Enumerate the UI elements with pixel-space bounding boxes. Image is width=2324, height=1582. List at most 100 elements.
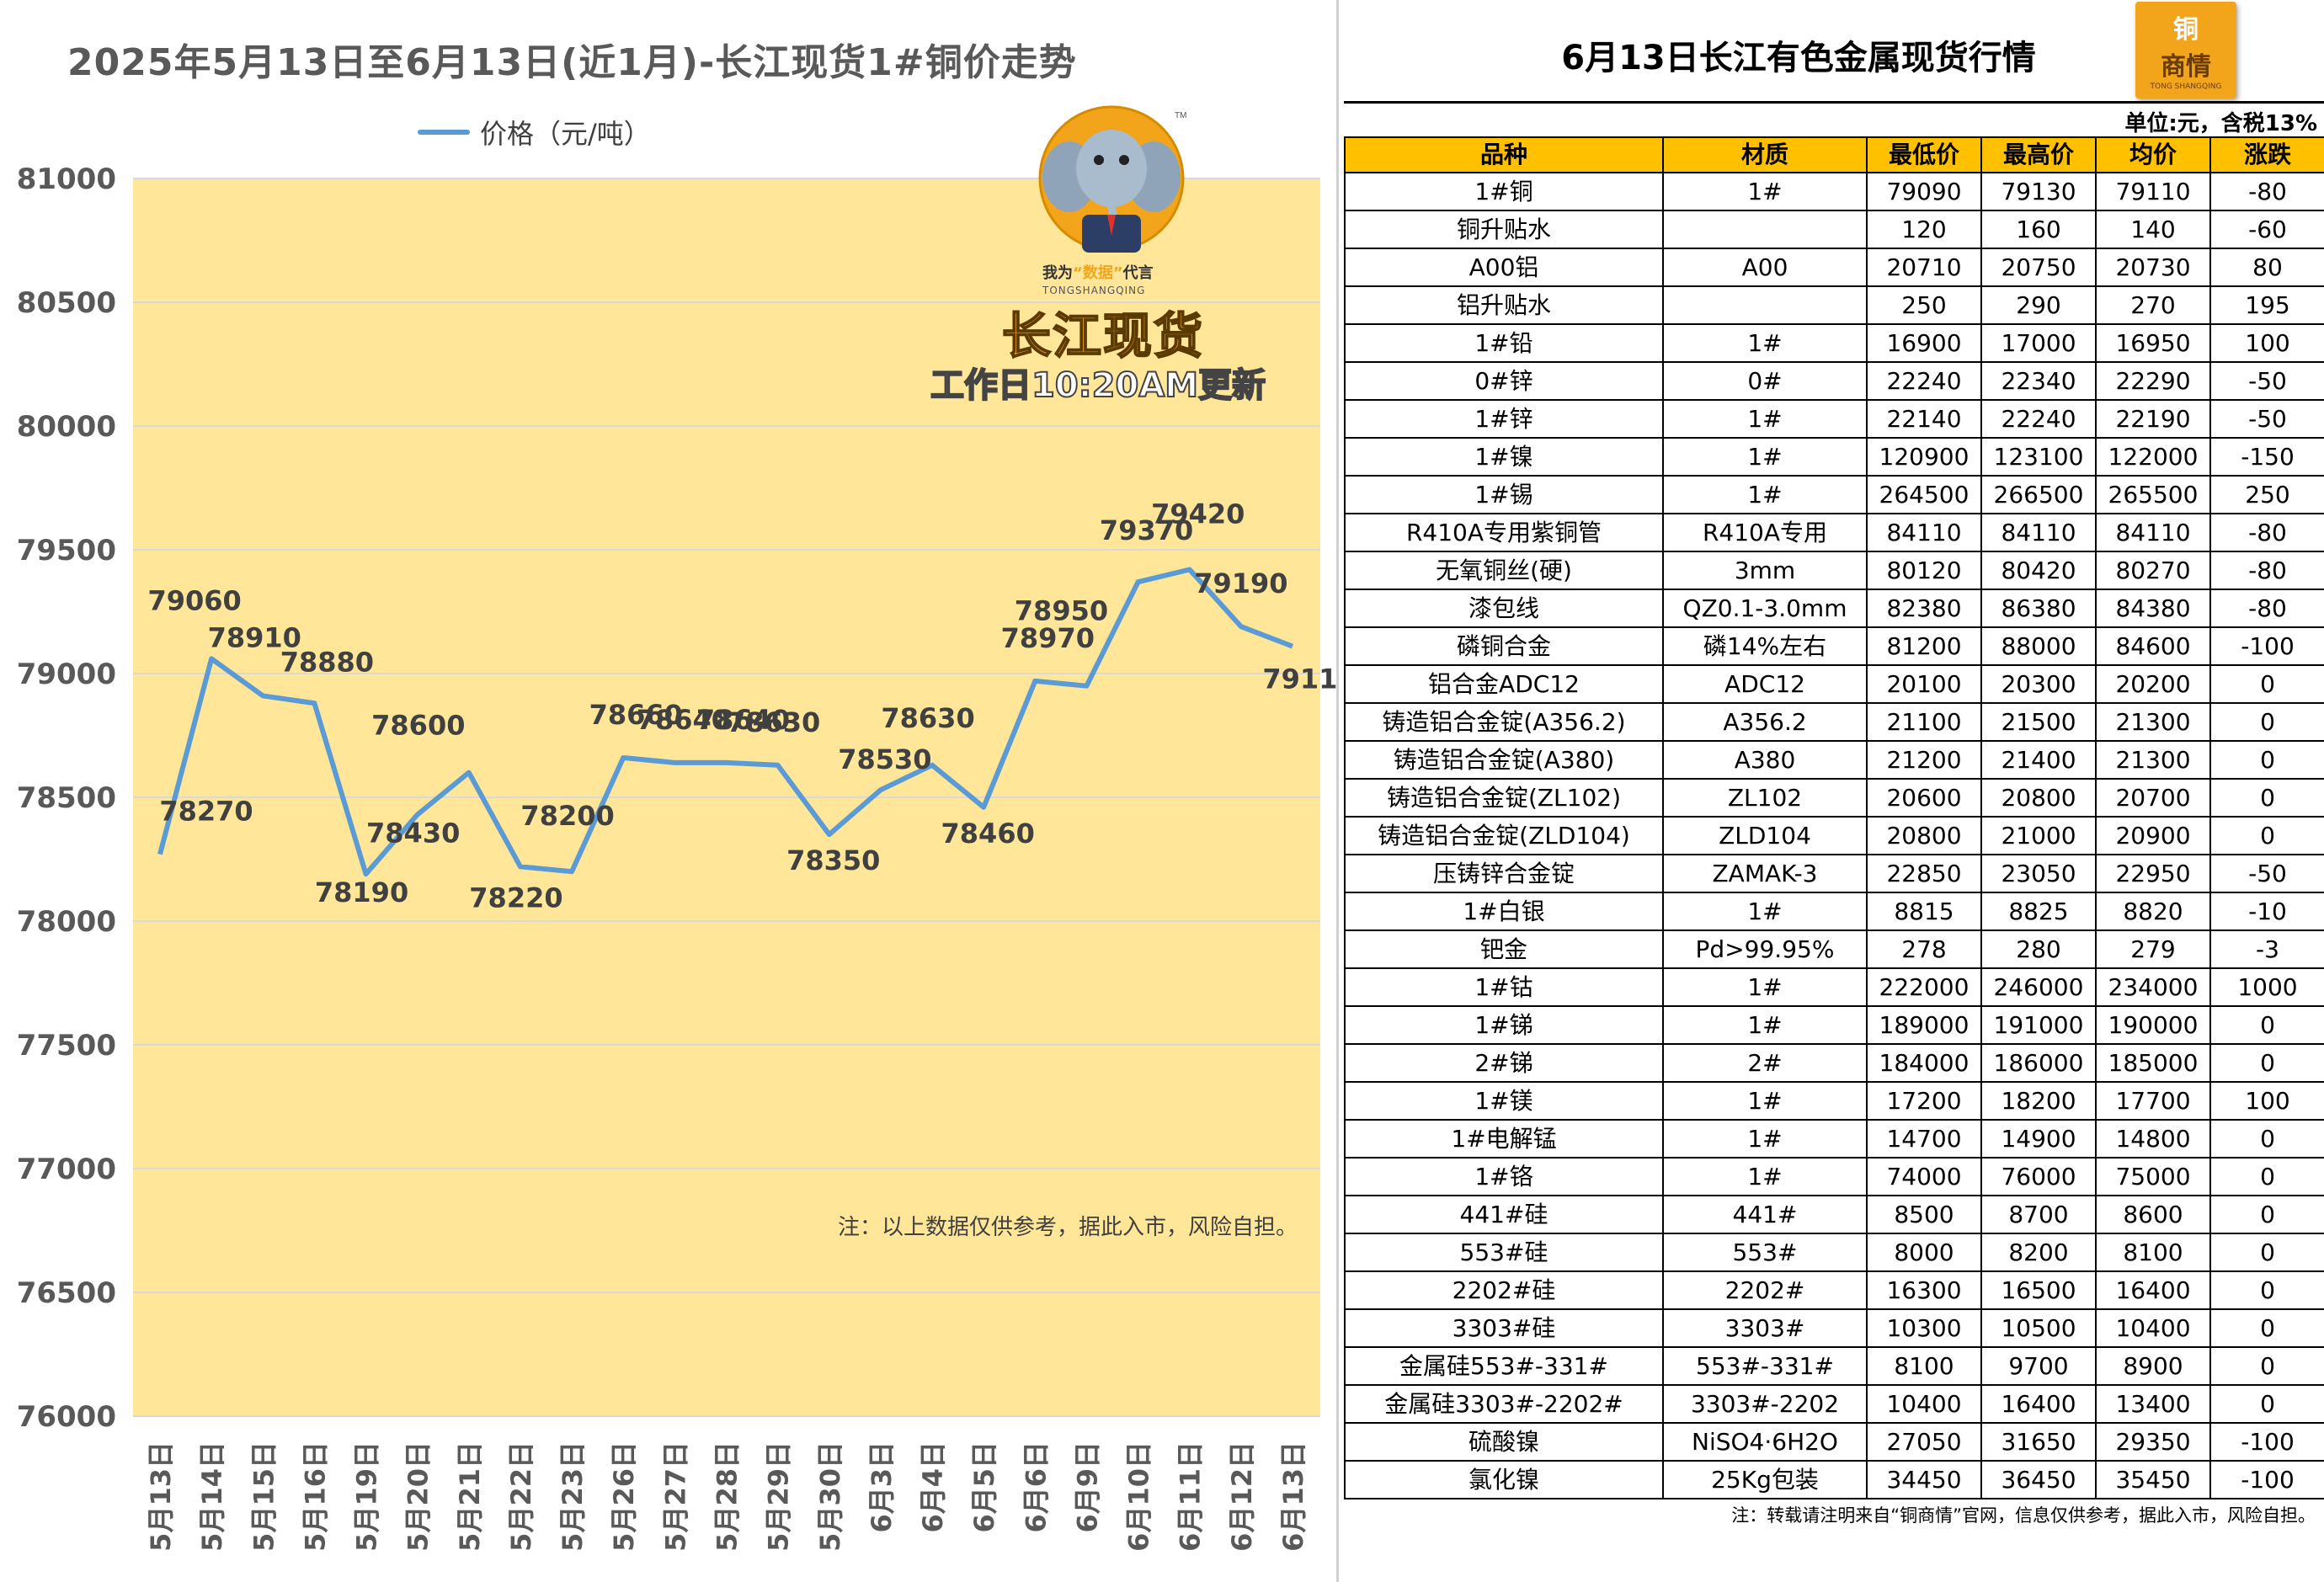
cell-change: -100 [2209,1422,2324,1462]
table-row: 1#锡 1# 264500 266500 265500 250 [1344,475,2324,514]
cell-change: -50 [2209,361,2324,401]
x-tick-label: 5月29日 [763,1441,795,1552]
cell-high: 10500 [1980,1308,2097,1348]
data-label: 78460 [941,818,1035,850]
cell-material: 1# [1662,1119,1868,1159]
cell-high: 8200 [1980,1233,2097,1272]
table-row: 无氧铜丝(硬) 3mm 80120 80420 80270 -80 [1344,551,2324,590]
cell-variety: 553#硅 [1344,1233,1664,1272]
table-row: 压铸锌合金锭 ZAMAK-3 22850 23050 22950 -50 [1344,854,2324,893]
cell-variety: 金属硅3303#-2202# [1344,1384,1664,1424]
cell-variety: 0#锌 [1344,361,1664,401]
x-tick-label: 5月15日 [248,1441,280,1552]
data-label: 79060 [147,584,241,616]
cell-low: 16300 [1866,1270,1982,1310]
table-row: 3303#硅 3303# 10300 10500 10400 0 [1344,1308,2324,1348]
cell-change: -60 [2209,210,2324,249]
cell-change: 0 [2209,1005,2324,1045]
cell-avg: 190000 [2095,1005,2211,1045]
x-tick-label: 5月27日 [659,1441,691,1552]
data-label: 79420 [1151,498,1245,530]
cell-material: A380 [1662,740,1868,780]
cell-low: 74000 [1866,1157,1982,1196]
logo-text-3: TONG SHANGQING [2150,83,2222,91]
cell-high: 20800 [1980,778,2097,818]
y-tick-label: 79500 [17,534,116,567]
cell-high: 20300 [1980,664,2097,704]
cell-low: 20710 [1866,248,1982,287]
data-label: 78640 [637,704,730,736]
table-row: R410A专用紫铜管 R410A专用 84110 84110 84110 -80 [1344,513,2324,552]
data-label: 78880 [280,646,374,678]
cell-avg: 16400 [2095,1270,2211,1310]
table-row: 441#硅 441# 8500 8700 8600 0 [1344,1195,2324,1234]
cell-material: 1# [1662,323,1868,363]
cell-high: 160 [1980,210,2097,249]
data-label: 78950 [1015,595,1108,627]
table-row: 1#镍 1# 120900 123100 122000 -150 [1344,437,2324,477]
cell-low: 80120 [1866,551,1982,590]
cell-high: 18200 [1980,1081,2097,1121]
cell-low: 184000 [1866,1043,1982,1083]
header-low: 最低价 [1866,136,1982,173]
brand-pinyin: TONGSHANGQING [1042,285,1146,296]
x-tick-label: 6月4日 [917,1441,949,1533]
cell-change: -50 [2209,399,2324,439]
cell-avg: 20700 [2095,778,2211,818]
x-tick-label: 5月20日 [402,1441,434,1552]
table-row: 1#电解锰 1# 14700 14900 14800 0 [1344,1119,2324,1159]
cell-high: 186000 [1980,1043,2097,1083]
table-row: 1#铜 1# 79090 79130 79110 -80 [1344,172,2324,211]
cell-low: 34450 [1866,1460,1982,1499]
header-material: 材质 [1662,136,1868,173]
table-row: 金属硅553#-331# 553#-331# 8100 9700 8900 0 [1344,1346,2324,1386]
cell-avg: 75000 [2095,1157,2211,1196]
table-row: 1#铅 1# 16900 17000 16950 100 [1344,323,2324,363]
cell-variety: 铸造铝合金锭(A356.2) [1344,702,1664,742]
cell-material: 磷14%左右 [1662,626,1868,666]
cell-material: 553# [1662,1233,1868,1272]
cell-high: 16400 [1980,1384,2097,1424]
cell-high: 20750 [1980,248,2097,287]
cell-high: 280 [1980,929,2097,969]
cell-low: 21200 [1866,740,1982,780]
x-tick-label: 6月10日 [1123,1441,1155,1552]
cell-low: 84110 [1866,513,1982,552]
cell-material: NiSO4·6H2O [1662,1422,1868,1462]
metal-price-table: 品种 材质 最低价 最高价 均价 涨跌 1#铜 1# 79090 79130 79110… [1344,136,2324,1499]
x-tick-label: 5月16日 [299,1441,331,1552]
cell-avg: 265500 [2095,475,2211,514]
cell-high: 9700 [1980,1346,2097,1386]
y-axis-ticks: 76000 76500 77000 77500 78000 78500 79000 79500… [17,162,116,1434]
cell-avg: 13400 [2095,1384,2211,1424]
cell-low: 17200 [1866,1081,1982,1121]
cell-change: -80 [2209,172,2324,211]
table-row: 漆包线 QZ0.1-3.0mm 82380 86380 84380 -80 [1344,589,2324,628]
x-tick-label: 5月23日 [557,1441,589,1552]
cell-avg: 80270 [2095,551,2211,590]
header-high: 最高价 [1980,136,2097,173]
cell-low: 8815 [1866,892,1982,931]
cell-variety: 2#锑 [1344,1043,1664,1083]
x-tick-label: 5月19日 [351,1441,383,1552]
cell-material: 3mm [1662,551,1868,590]
data-label: 79370 [1100,514,1193,546]
cell-change: 0 [2209,702,2324,742]
cell-material: R410A专用 [1662,513,1868,552]
cell-low: 22240 [1866,361,1982,401]
cell-avg: 234000 [2095,967,2211,1007]
y-tick-label: 78500 [17,781,116,815]
cell-change: 0 [2209,740,2324,780]
cell-low: 14700 [1866,1119,1982,1159]
cell-high: 14900 [1980,1119,2097,1159]
cell-variety: 1#锑 [1344,1005,1664,1045]
cell-low: 79090 [1866,172,1982,211]
cell-high: 21400 [1980,740,2097,780]
x-tick-label: 5月26日 [608,1441,640,1552]
cell-material: 1# [1662,1157,1868,1196]
data-label: 78220 [469,882,562,914]
cell-change: 0 [2209,1043,2324,1083]
x-tick-label: 5月14日 [196,1441,228,1552]
logo-text-1: 铜 [2173,15,2199,45]
